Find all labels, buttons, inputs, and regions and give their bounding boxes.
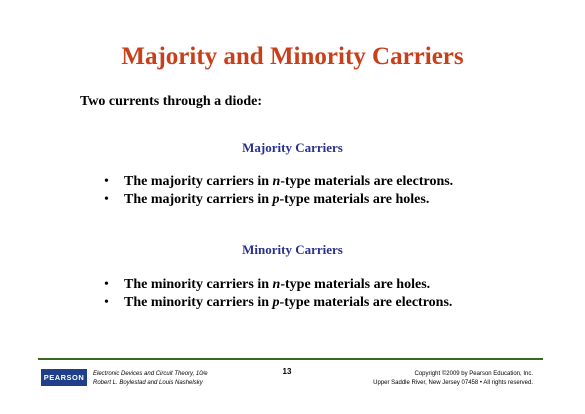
minority-bullet-list: • The minority carriers in n-type materi… (104, 276, 452, 312)
bullet-item: • The majority carriers in p-type materi… (104, 191, 453, 209)
bullet-icon: • (104, 277, 109, 292)
copyright-line: Copyright ©2009 by Pearson Education, In… (414, 371, 534, 377)
bullet-item: • The majority carriers in n-type materi… (104, 173, 453, 191)
pearson-logo: PEARSON (41, 369, 87, 386)
book-title: Electronic Devices and Circuit Theory, 1… (93, 371, 208, 377)
bullet-item: • The minority carriers in p-type materi… (104, 294, 452, 312)
bullet-icon: • (104, 192, 109, 207)
minority-carriers-heading: Minority Carriers (242, 242, 343, 257)
page-number: 13 (282, 367, 292, 376)
book-authors: Robert L. Boylestad and Louis Nashelsky (93, 380, 203, 386)
majority-bullet-list: • The majority carriers in n-type materi… (104, 173, 453, 209)
book-info: Electronic Devices and Circuit Theory, 1… (93, 370, 208, 388)
bullet-text: The majority carriers in p-type material… (124, 192, 430, 207)
copyright-address: Upper Saddle River, New Jersey 07458 • A… (373, 380, 533, 386)
bullet-text: The majority carriers in n-type material… (124, 174, 454, 189)
slide-title: Majority and Minority Carriers (121, 43, 464, 70)
intro-text: Two currents through a diode: (80, 94, 263, 109)
bullet-item: • The minority carriers in n-type materi… (104, 276, 452, 294)
copyright-notice: Copyright ©2009 by Pearson Education, In… (373, 370, 533, 388)
bullet-icon: • (104, 174, 109, 189)
bullet-text: The minority carriers in n-type material… (124, 277, 431, 292)
bullet-text: The minority carriers in p-type material… (124, 295, 453, 310)
bullet-icon: • (104, 295, 109, 310)
majority-carriers-heading: Majority Carriers (242, 140, 343, 155)
footer-divider (38, 358, 543, 360)
